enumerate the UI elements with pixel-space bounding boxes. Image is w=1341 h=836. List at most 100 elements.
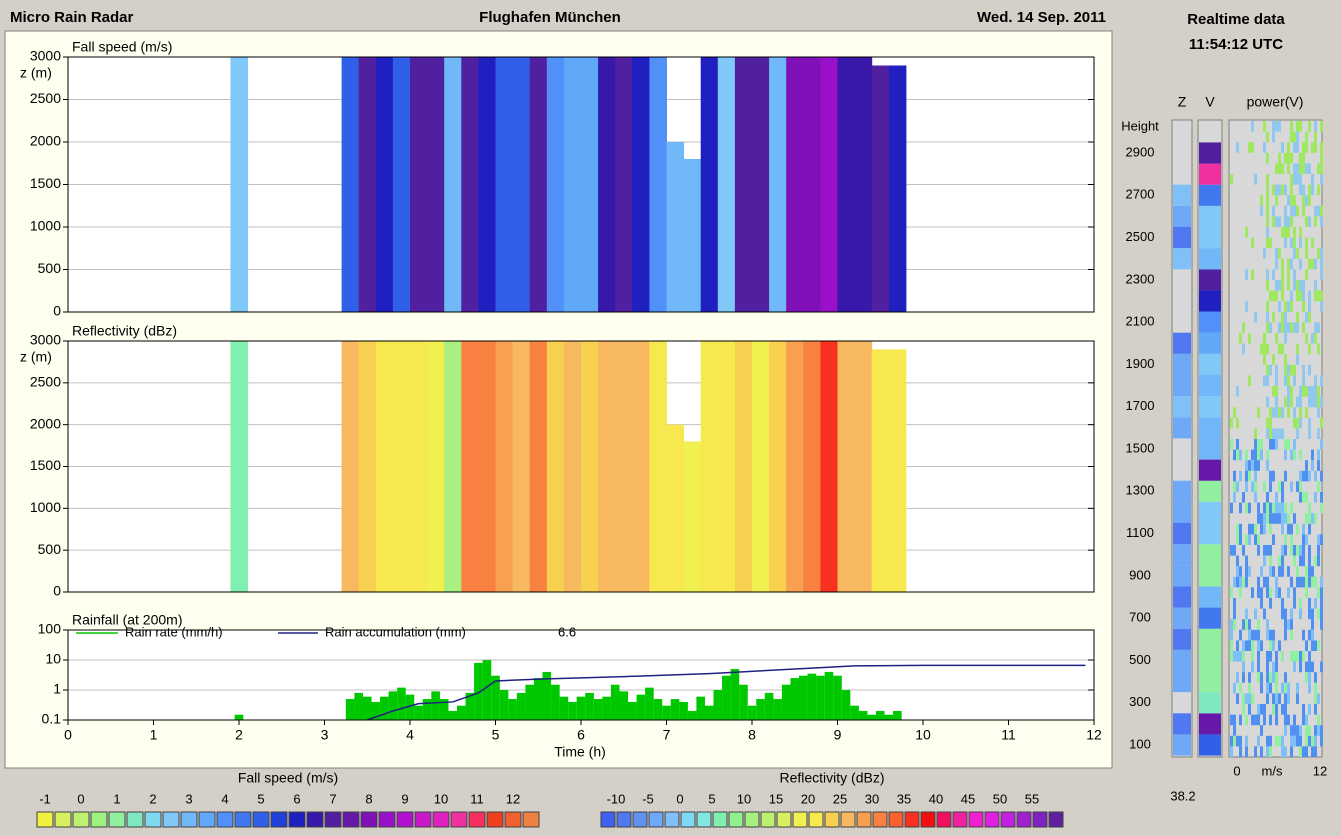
colorbar-tick-label: 40 [929, 791, 943, 806]
x-tick-label: 12 [1086, 727, 1102, 743]
power-cell [1293, 513, 1296, 524]
power-cell [1257, 460, 1260, 471]
power-cell [1302, 195, 1305, 206]
colorbar-swatch [54, 811, 72, 828]
rain-rate-bar [807, 673, 817, 720]
power-cell [1251, 269, 1254, 280]
power-cell [1290, 651, 1293, 662]
colorbar-title: Reflectivity (dBz) [779, 770, 884, 786]
power-cell [1305, 163, 1308, 174]
power-cell [1308, 523, 1311, 535]
colorbar-swatch [36, 811, 54, 828]
power-cell [1296, 248, 1299, 259]
power-cell [1236, 481, 1239, 492]
colorbar-swatch [856, 811, 872, 828]
rain-rate-bar [431, 691, 440, 720]
power-cell [1251, 142, 1254, 153]
power-cell [1284, 237, 1287, 249]
rain-rate-bar [764, 692, 774, 720]
power-cell [1314, 142, 1317, 153]
power-cell [1266, 576, 1269, 588]
power-cell [1269, 417, 1272, 429]
power-cell [1275, 184, 1278, 196]
colorbar-swatch [808, 811, 824, 828]
heatmap-column [803, 341, 821, 592]
power-cell [1308, 386, 1311, 397]
power-cell [1293, 661, 1296, 673]
z-cell [1173, 713, 1191, 735]
power-cell [1245, 640, 1248, 651]
power-cell [1233, 651, 1236, 662]
power-cell [1272, 534, 1275, 545]
power-cell [1308, 258, 1311, 270]
height-tick-label: 1700 [1126, 398, 1155, 413]
colorbar-swatch [180, 811, 198, 828]
power-cell [1266, 375, 1269, 386]
power-cell [1299, 184, 1302, 196]
y-axis-label: z (m) [20, 349, 52, 365]
power-cell [1305, 407, 1308, 418]
power-cell [1311, 460, 1314, 471]
power-cell [1296, 682, 1299, 694]
z-cell [1173, 586, 1191, 608]
power-cell [1236, 566, 1239, 577]
power-cell [1263, 333, 1266, 344]
power-cell [1302, 152, 1305, 164]
power-cell [1284, 216, 1287, 227]
legend-label: Rain accumulation (mm) [325, 624, 466, 639]
power-cell [1239, 746, 1242, 757]
power-cell [1311, 142, 1314, 153]
power-cell [1239, 714, 1242, 726]
colorbar-swatch [504, 811, 522, 828]
power-cell [1260, 704, 1263, 715]
power-cell [1293, 407, 1296, 418]
power-cell [1290, 205, 1293, 217]
heatmap-column [461, 341, 479, 592]
heatmap-column [581, 341, 599, 592]
power-cell [1308, 661, 1311, 673]
power-cell [1302, 184, 1305, 196]
power-cell [1287, 693, 1290, 704]
power-cell [1290, 216, 1293, 227]
power-cell [1248, 693, 1251, 704]
power-cell [1293, 248, 1296, 259]
power-cell [1263, 248, 1266, 259]
power-cell [1290, 152, 1293, 164]
power-cell [1296, 725, 1299, 736]
power-cell [1284, 714, 1287, 726]
power-cell [1269, 735, 1272, 747]
power-cell [1305, 460, 1308, 471]
colorbar-tick-label: 20 [801, 791, 815, 806]
y-tick-label: 10 [45, 651, 61, 667]
power-cell [1275, 513, 1278, 524]
power-tick-label: 0 [1233, 763, 1240, 778]
power-cell [1266, 619, 1269, 630]
power-cell [1290, 629, 1293, 641]
power-cell [1257, 534, 1260, 545]
power-cell [1260, 598, 1263, 609]
power-cell [1248, 523, 1251, 535]
colorbar-swatch [696, 811, 712, 828]
heatmap-column [410, 57, 428, 312]
power-cell [1278, 121, 1281, 132]
colorbar-swatch [600, 811, 616, 828]
power-cell [1308, 725, 1311, 736]
power-cell [1269, 746, 1272, 757]
rain-rate-bar [576, 696, 586, 720]
power-cell [1272, 502, 1275, 514]
power-cell [1296, 651, 1299, 662]
power-cell [1287, 163, 1290, 174]
rain-rate-bar [354, 692, 363, 720]
power-cell [1311, 640, 1314, 651]
power-cell [1254, 449, 1257, 461]
site-name: Flughafen München [479, 9, 621, 26]
colorbar-tick-label: 5 [708, 791, 715, 806]
power-cell [1320, 269, 1323, 280]
power-cell [1305, 333, 1308, 344]
rain-rate-bar [884, 714, 894, 720]
heatmap-column [615, 341, 633, 592]
height-tick-label: 900 [1129, 567, 1151, 582]
rain-rate-bar [704, 705, 714, 720]
v-label: V [1205, 94, 1215, 110]
power-cell [1320, 470, 1323, 482]
